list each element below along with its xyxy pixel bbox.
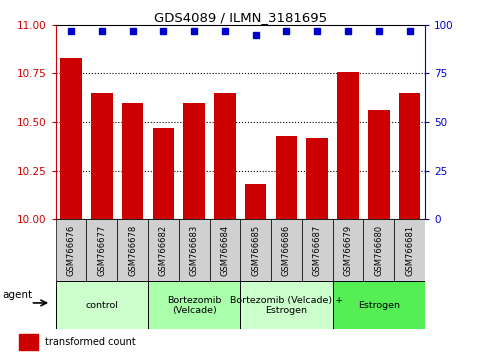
Bar — [337, 72, 359, 219]
Text: GSM766681: GSM766681 — [405, 225, 414, 276]
Bar — [148, 281, 241, 329]
Bar — [56, 281, 148, 329]
Bar — [19, 334, 38, 350]
Bar — [245, 184, 267, 219]
Text: transformed count: transformed count — [45, 337, 136, 347]
Text: GSM766682: GSM766682 — [159, 225, 168, 276]
Text: GSM766685: GSM766685 — [251, 225, 260, 276]
Text: Bortezomib (Velcade) +
Estrogen: Bortezomib (Velcade) + Estrogen — [230, 296, 343, 315]
Text: GSM766684: GSM766684 — [220, 225, 229, 276]
Text: GSM766686: GSM766686 — [282, 225, 291, 276]
Bar — [179, 219, 210, 281]
Bar — [333, 219, 364, 281]
Text: agent: agent — [3, 290, 33, 300]
Bar — [394, 219, 425, 281]
Text: Estrogen: Estrogen — [358, 301, 400, 310]
Bar — [333, 281, 425, 329]
Text: GSM766680: GSM766680 — [374, 225, 384, 276]
Text: GSM766687: GSM766687 — [313, 225, 322, 276]
Text: GSM766677: GSM766677 — [97, 225, 106, 276]
Bar — [91, 93, 113, 219]
Bar — [307, 138, 328, 219]
Bar — [148, 219, 179, 281]
Bar — [153, 128, 174, 219]
Bar — [364, 219, 394, 281]
Bar — [240, 219, 271, 281]
Title: GDS4089 / ILMN_3181695: GDS4089 / ILMN_3181695 — [154, 11, 327, 24]
Text: GSM766679: GSM766679 — [343, 225, 353, 276]
Bar — [210, 219, 240, 281]
Bar — [60, 58, 82, 219]
Bar — [56, 219, 86, 281]
Text: GSM766678: GSM766678 — [128, 225, 137, 276]
Bar — [122, 103, 143, 219]
Bar — [399, 93, 420, 219]
Bar — [214, 93, 236, 219]
Bar — [184, 103, 205, 219]
Bar — [302, 219, 333, 281]
Text: GSM766676: GSM766676 — [67, 225, 75, 276]
Bar — [240, 281, 333, 329]
Text: GSM766683: GSM766683 — [190, 225, 199, 276]
Bar — [368, 110, 390, 219]
Text: control: control — [85, 301, 118, 310]
Bar — [276, 136, 297, 219]
Bar — [117, 219, 148, 281]
Bar — [271, 219, 302, 281]
Text: Bortezomib
(Velcade): Bortezomib (Velcade) — [167, 296, 221, 315]
Bar — [86, 219, 117, 281]
